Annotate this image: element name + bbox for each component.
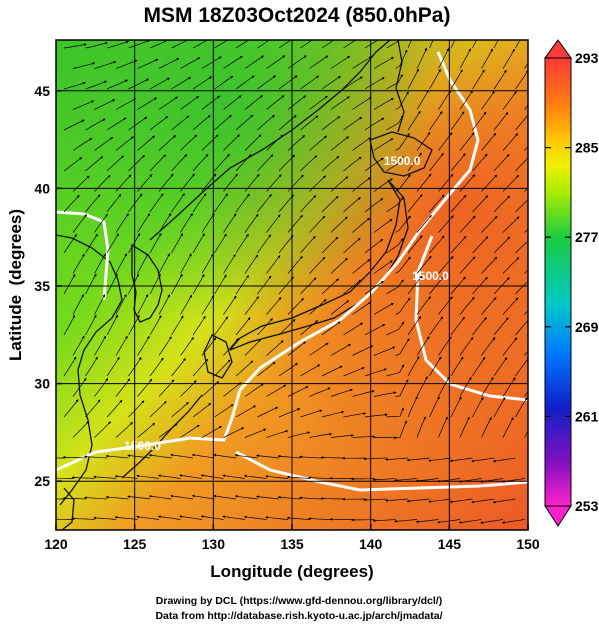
colorbar: 293 285 277 269 261 253	[545, 40, 599, 526]
x-tick-label: 130	[202, 536, 226, 552]
y-tick-label: 35	[34, 278, 50, 294]
y-tick-label: 25	[34, 473, 50, 489]
x-axis-label: Longitude (degrees)	[210, 562, 373, 581]
footer-credit-drawing: Drawing by DCL (https://www.gfd-dennou.o…	[156, 595, 442, 607]
contour-label: 1500.0	[412, 269, 449, 283]
x-tick-label: 135	[280, 536, 304, 552]
footer-credit-data: Data from http://database.rish.kyoto-u.a…	[155, 610, 442, 622]
chart-title: MSM 18Z03Oct2024 (850.0hPa)	[144, 4, 451, 27]
colorbar-bottom-arrow	[545, 506, 571, 526]
colorbar-tick-label: 293	[575, 50, 599, 66]
y-tick-label: 40	[34, 180, 50, 196]
colorbar-gradient	[545, 58, 571, 506]
contour-label: 1500.0	[384, 154, 421, 168]
x-tick-label: 150	[516, 536, 540, 552]
y-tick-label: 45	[34, 83, 50, 99]
y-tick-label: 30	[34, 376, 50, 392]
y-axis-label: Latitude (degrees)	[6, 209, 25, 361]
contour-label: 1500.0	[124, 439, 161, 453]
colorbar-top-arrow	[545, 40, 571, 58]
x-tick-label: 145	[438, 536, 462, 552]
x-tick-label: 120	[44, 536, 68, 552]
colorbar-tick-label: 253	[575, 498, 599, 514]
x-tick-label: 125	[123, 536, 147, 552]
colorbar-tick-label: 285	[575, 140, 599, 156]
colorbar-tick-label: 269	[575, 319, 599, 335]
plot-area: 1500.0 1500.0 1500.0	[42, 27, 541, 530]
x-tick-label: 140	[359, 536, 383, 552]
colorbar-tick-label: 277	[575, 229, 599, 245]
colorbar-tick-label: 261	[575, 408, 599, 424]
